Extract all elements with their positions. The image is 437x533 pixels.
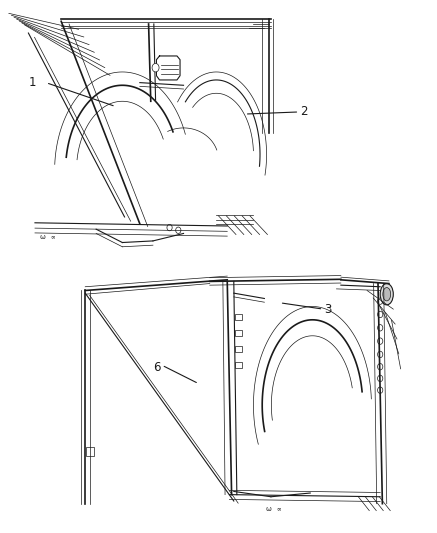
Circle shape: [378, 364, 383, 370]
Bar: [235, 346, 242, 352]
Bar: [235, 362, 242, 368]
Circle shape: [378, 387, 383, 393]
Text: 6: 6: [153, 361, 161, 374]
Circle shape: [167, 224, 172, 231]
Bar: [235, 330, 242, 336]
Circle shape: [176, 227, 181, 233]
Polygon shape: [156, 56, 180, 80]
Text: ω: ω: [39, 234, 45, 240]
Bar: [86, 447, 94, 456]
Circle shape: [378, 375, 383, 382]
Text: ω: ω: [266, 506, 271, 512]
Circle shape: [378, 351, 383, 358]
Text: ∞: ∞: [50, 235, 55, 240]
Ellipse shape: [383, 288, 391, 301]
Circle shape: [378, 311, 383, 318]
Text: 3: 3: [324, 303, 331, 316]
Circle shape: [378, 325, 383, 331]
Circle shape: [378, 298, 383, 304]
Circle shape: [152, 63, 159, 72]
Bar: [235, 314, 242, 320]
Text: 2: 2: [300, 106, 308, 118]
Ellipse shape: [380, 284, 393, 305]
Text: ∞: ∞: [276, 506, 281, 512]
Text: 1: 1: [29, 76, 37, 89]
Circle shape: [378, 338, 383, 344]
